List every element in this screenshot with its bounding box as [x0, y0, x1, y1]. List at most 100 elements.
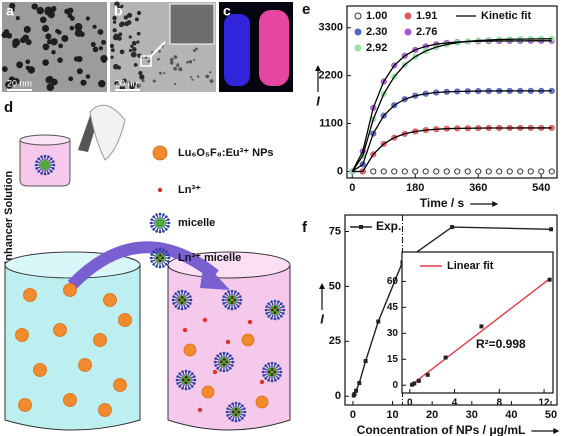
data-point	[357, 381, 362, 386]
particle	[113, 63, 119, 70]
nanoparticle	[93, 333, 107, 347]
nanoparticle	[53, 323, 67, 337]
particle	[45, 76, 53, 84]
micelle-head	[222, 369, 226, 373]
data-point	[485, 168, 492, 175]
micelle-head	[267, 362, 270, 365]
legend-label: 1.00	[366, 10, 387, 22]
micelle-head	[187, 292, 190, 295]
micelle-head	[189, 298, 193, 302]
micelle-core	[155, 218, 165, 228]
data-point	[370, 168, 377, 175]
particle	[90, 42, 96, 47]
micelle-head	[264, 364, 267, 367]
micelle-ion	[270, 373, 274, 376]
micelle-head	[158, 265, 162, 269]
micelle-head	[225, 410, 229, 414]
y-tick-label: 0	[335, 390, 341, 402]
micelle-head	[219, 369, 222, 372]
schematic-items: Lu₆O₅F₈:Eu³⁺ NPs Ln³⁺ micelle Ln³⁺ micelle	[15, 145, 286, 423]
micelle-head	[230, 289, 234, 293]
y-tick-label: 3300	[319, 22, 343, 34]
particle	[119, 49, 125, 55]
particle	[191, 78, 194, 81]
particle	[55, 29, 60, 34]
micelle-head	[165, 215, 168, 218]
particle	[152, 79, 156, 83]
particle	[1, 31, 8, 39]
x-tick-label: 30	[466, 409, 478, 421]
data-point	[352, 392, 357, 397]
legend-label: 2.76	[416, 26, 437, 38]
particle	[190, 76, 193, 79]
nanoparticle	[23, 288, 37, 302]
particle	[9, 7, 15, 13]
micelle-head	[277, 317, 280, 320]
micelle-head	[231, 419, 234, 422]
particle	[174, 82, 177, 86]
micelle-head	[228, 417, 231, 420]
particle	[68, 76, 74, 82]
micelle-head	[264, 308, 268, 312]
particle	[36, 6, 45, 15]
particle	[205, 74, 210, 79]
data-point	[410, 382, 415, 387]
data-point	[391, 168, 398, 175]
particle	[58, 43, 63, 49]
micelle-head	[40, 172, 43, 175]
micelle-ion	[220, 360, 223, 364]
particle	[74, 23, 83, 31]
data-point	[548, 168, 555, 175]
micelle-ion	[273, 306, 277, 309]
micelle-head	[35, 160, 38, 163]
particle	[110, 55, 114, 59]
panel-label: d	[4, 99, 13, 116]
particle	[69, 16, 75, 21]
data-point	[547, 277, 552, 282]
micelle-head	[180, 307, 184, 311]
micelle-head	[167, 256, 171, 260]
particle	[186, 61, 189, 64]
legend-marker	[359, 225, 363, 229]
particle	[9, 2, 16, 9]
particle	[178, 67, 183, 72]
micelle-head	[273, 299, 277, 303]
particle	[61, 35, 69, 43]
particle	[85, 74, 91, 79]
micelle-head	[37, 157, 40, 160]
x-tick-label: 12	[538, 398, 550, 409]
micelle-ion	[271, 308, 274, 312]
micelle-head	[158, 247, 162, 251]
micelle-ion	[187, 378, 190, 382]
schematic-legend-label: micelle	[178, 217, 215, 229]
particle	[42, 43, 50, 51]
x-tick-label: 40	[505, 409, 517, 421]
ln-ion	[247, 319, 253, 325]
small-beaker-top	[19, 134, 71, 146]
micelle-head	[262, 374, 265, 377]
data-point	[422, 168, 429, 175]
particle	[192, 49, 196, 52]
nanoparticle	[63, 283, 77, 297]
y-axis-label: I	[320, 311, 324, 326]
micelle-head	[165, 228, 168, 231]
micelle-head	[162, 213, 165, 216]
micelle-ion	[158, 259, 162, 262]
micelle-head	[267, 315, 270, 318]
data-point	[464, 168, 471, 175]
micelle-head	[34, 163, 38, 167]
nanoparticle	[152, 145, 168, 161]
micelle-head	[167, 218, 170, 221]
micelle-head	[216, 367, 219, 370]
micelle-head	[277, 364, 280, 367]
y-tick-label: 1100	[319, 117, 343, 129]
data-point	[443, 355, 448, 360]
micelle-core	[270, 305, 280, 315]
micelle-head	[274, 362, 277, 365]
data-point	[454, 168, 461, 175]
particle	[80, 79, 87, 86]
particle	[128, 35, 132, 39]
micelle-head	[282, 312, 285, 315]
data-point	[363, 359, 368, 364]
micelle-ion	[222, 358, 226, 361]
